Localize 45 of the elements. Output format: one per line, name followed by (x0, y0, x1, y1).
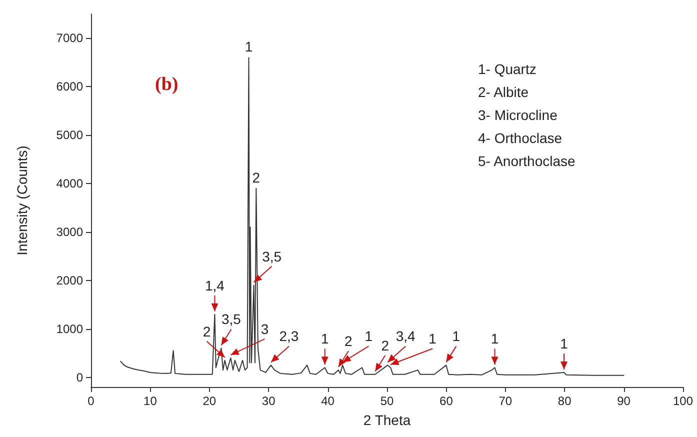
annotation: 1 (244, 38, 253, 55)
annotation: 1 (364, 328, 373, 344)
annotation: 1 (452, 328, 460, 344)
line-series (120, 57, 624, 376)
annotation: 2,3 (279, 328, 299, 344)
annotation: 2 (252, 169, 260, 186)
annotation: 2 (202, 323, 211, 340)
text: (b) (155, 74, 178, 95)
annotation: 1 (490, 330, 499, 347)
y-tick-label: 3000 (56, 224, 84, 239)
annotation: 3,5 (222, 311, 242, 328)
x-tick-label: 60 (440, 394, 454, 408)
x-tick-label: 10 (144, 394, 158, 408)
y-tick-label: 1000 (56, 322, 84, 336)
x-axis-title: 2 Theta (363, 412, 411, 428)
annotation: 3,4 (396, 328, 416, 344)
y-tick-label: 4000 (56, 176, 84, 191)
y-tick-label: 5000 (56, 128, 84, 142)
x-tick-label: 100 (672, 394, 694, 408)
x-tick-label: 20 (202, 394, 216, 408)
x-tick-label: 70 (498, 394, 512, 408)
annotation: 4- Orthoclase (478, 130, 562, 146)
annotation: 2 (344, 333, 353, 350)
x-tick-label: 0 (88, 394, 95, 408)
x-tick-label: 30 (262, 394, 276, 408)
annotation: 1- Quartz (478, 61, 536, 77)
annotation: 3 (260, 320, 269, 337)
x-tick-label: 90 (617, 394, 631, 408)
x-tick-label: 80 (558, 394, 572, 408)
annotation: 3,5 (262, 248, 282, 264)
y-axis-title: Intensity (Counts) (14, 146, 30, 256)
annotation: 2- Albite (478, 84, 529, 100)
y-tick-label: 7000 (56, 31, 84, 46)
annotation: 1 (560, 335, 568, 352)
y-tick-label: 6000 (56, 80, 84, 94)
annotation: 3- Microcline (478, 107, 558, 123)
annotation: 1 (320, 330, 329, 347)
annotation: 2 (381, 337, 390, 354)
y-tick-label: 0 (76, 370, 84, 384)
annotation: 1 (428, 330, 437, 347)
annotation: 1,4 (204, 277, 225, 294)
x-tick-label: 40 (321, 394, 335, 408)
y-tick-label: 2000 (56, 273, 84, 288)
annotation: 5- Anorthoclase (478, 153, 576, 169)
x-tick-label: 50 (380, 394, 394, 408)
